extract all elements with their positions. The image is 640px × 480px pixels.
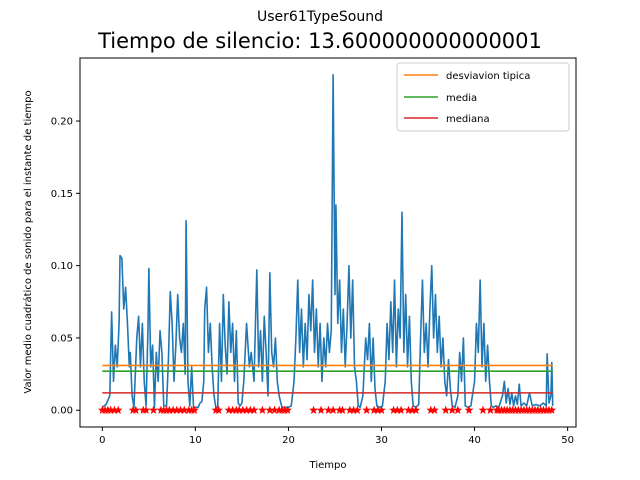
silence-marker [316, 405, 326, 414]
y-tick-label: 0.05 [51, 333, 73, 344]
silence-marker [478, 405, 488, 414]
chart-title: Tiempo de silencio: 13.600000000000001 [97, 29, 542, 53]
silence-marker [106, 405, 116, 414]
silence-marker [338, 405, 347, 414]
silence-marker [141, 405, 151, 414]
silence-marker [328, 405, 338, 414]
chart-suptitle: User61TypeSound [257, 9, 383, 25]
silence-marker [179, 405, 189, 414]
series-line-signal [101, 73, 554, 409]
silence-marker [345, 405, 355, 414]
x-tick-label: 30 [375, 435, 388, 446]
x-tick-label: 50 [561, 435, 574, 446]
legend: desviavion tipica media mediana [396, 62, 570, 132]
silence-marker [283, 405, 292, 414]
y-tick-label: 0.15 [51, 189, 73, 200]
y-tick-label: 0.20 [51, 117, 73, 128]
plot-area [97, 73, 557, 414]
x-axis-label: Tiempo [309, 460, 347, 471]
silence-marker [392, 405, 402, 414]
silence-marker [464, 405, 474, 414]
silence-marker [389, 405, 398, 414]
silence-marker [441, 405, 451, 414]
axis-ticks: 0 10 20 30 40 50 0.00 0.05 0.10 0.15 0.20 [51, 117, 574, 446]
silence-marker [245, 405, 255, 414]
silence-marker [249, 405, 259, 414]
legend-box [396, 62, 570, 132]
silence-marker [373, 405, 383, 414]
silence-marker [172, 405, 182, 414]
silence-marker [242, 405, 251, 414]
y-axis-label: Valor medio cuadrático de sonido para el… [22, 90, 34, 393]
silence-marker [369, 405, 379, 414]
silence-marker [407, 405, 417, 414]
silence-marker [396, 405, 406, 414]
silence-marker [164, 405, 174, 414]
silence-marker [349, 405, 358, 414]
silence-marker [447, 405, 457, 414]
silence-marker [270, 405, 279, 414]
legend-label-media: media [446, 93, 477, 104]
silence-marker [486, 405, 495, 414]
silence-marker [214, 405, 224, 414]
legend-label-mediana: mediana [446, 114, 490, 125]
axes-frame [79, 57, 577, 428]
silence-marker [547, 405, 557, 414]
x-tick-label: 0 [99, 435, 105, 446]
silence-marker [411, 405, 421, 414]
silence-marker [113, 405, 123, 414]
silence-marker [309, 405, 318, 414]
silence-marker [149, 405, 158, 414]
silence-marker [377, 405, 386, 414]
silence-marker [453, 405, 463, 414]
x-tick-label: 40 [468, 435, 481, 446]
silence-marker [430, 405, 439, 414]
silence-marker [228, 405, 237, 414]
silence-marker [168, 405, 178, 414]
y-tick-label: 0.10 [51, 261, 73, 272]
x-tick-label: 20 [282, 435, 295, 446]
silence-marker [224, 405, 234, 414]
silence-marker [110, 405, 119, 414]
silence-marker [131, 405, 141, 414]
silence-marker [426, 405, 436, 414]
silence-marker [258, 405, 267, 414]
legend-label-desviacion: desviavion tipica [446, 71, 530, 82]
x-tick-label: 10 [189, 435, 202, 446]
silence-marker [362, 405, 371, 414]
silence-marker [352, 405, 362, 414]
silence-marker [234, 405, 244, 414]
silence-marker [265, 405, 275, 414]
silence-marker [238, 405, 248, 414]
silence-marker [176, 405, 185, 414]
silence-marker [404, 405, 413, 414]
y-tick-label: 0.00 [51, 406, 73, 417]
silence-marker [190, 405, 199, 414]
silence-marker [324, 405, 333, 414]
